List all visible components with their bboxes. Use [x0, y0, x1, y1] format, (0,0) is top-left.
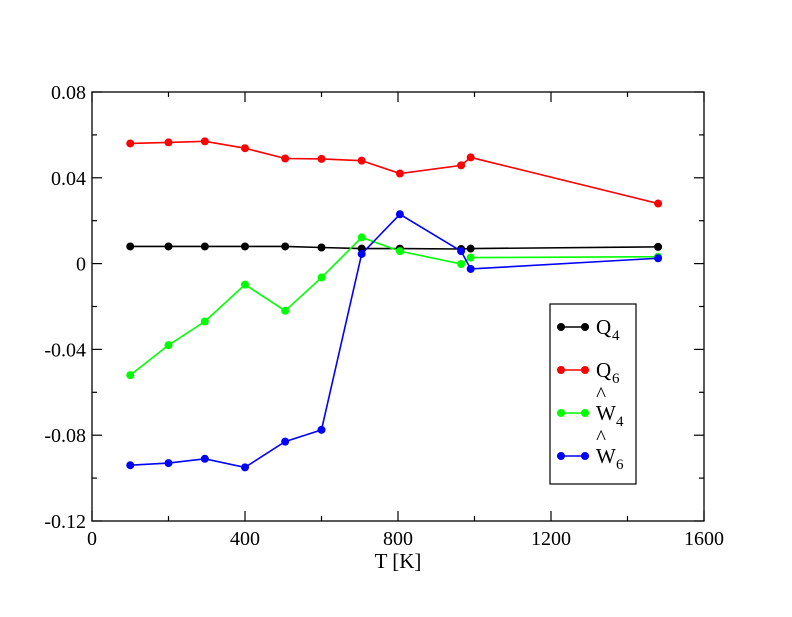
data-point	[457, 260, 466, 269]
x-axis-label: T [K]	[375, 549, 422, 573]
data-point	[200, 242, 209, 251]
data-point	[466, 253, 475, 262]
data-point	[466, 153, 475, 162]
x-tick-label: 800	[383, 528, 413, 550]
data-point	[317, 243, 326, 252]
legend-subscript: 4	[616, 414, 624, 430]
series-group	[126, 137, 663, 472]
x-tick-label: 1600	[684, 528, 724, 550]
data-point	[654, 254, 663, 263]
y-tick-label: 0.04	[51, 168, 86, 190]
data-point	[164, 459, 173, 468]
data-point	[357, 233, 366, 242]
data-point	[654, 242, 663, 251]
legend-marker	[581, 366, 589, 374]
legend-marker	[557, 366, 565, 374]
y-tick-label: -0.08	[44, 425, 86, 447]
legend-item: ^W 6	[557, 425, 624, 473]
x-tick-label: 0	[87, 528, 97, 550]
data-point	[457, 247, 466, 256]
data-point	[466, 264, 475, 273]
legend-marker	[581, 323, 589, 331]
data-point	[241, 280, 249, 289]
data-point	[281, 306, 290, 315]
data-point	[241, 463, 249, 472]
data-point	[281, 437, 290, 446]
data-point	[281, 154, 290, 163]
data-point	[164, 242, 173, 251]
series-q6	[126, 137, 663, 208]
legend-marker	[557, 452, 565, 460]
legend-subscript: 6	[612, 371, 620, 387]
legend-label: Q	[596, 315, 611, 339]
legend-hat: ^	[596, 382, 606, 406]
data-point	[126, 461, 135, 470]
data-point	[200, 454, 209, 463]
series-w4-hat	[126, 233, 663, 380]
data-point	[466, 244, 475, 253]
data-point	[317, 273, 326, 282]
data-point	[395, 247, 404, 256]
legend-label: Q	[596, 358, 611, 382]
data-point	[654, 199, 663, 208]
legend-marker	[581, 452, 589, 460]
data-point	[317, 425, 326, 434]
data-point	[395, 210, 404, 219]
x-tick-label: 1200	[531, 528, 571, 550]
data-point	[126, 371, 135, 380]
data-point	[317, 154, 326, 163]
data-point	[357, 249, 366, 258]
series-q4	[126, 242, 663, 254]
data-point	[241, 242, 249, 251]
series-w6-hat	[126, 210, 663, 472]
legend-label: W	[596, 444, 616, 468]
y-tick-label: -0.04	[44, 339, 86, 361]
data-point	[395, 169, 404, 178]
data-point	[200, 137, 209, 146]
legend: Q 4Q 6^W 4^W 6	[549, 303, 637, 485]
legend-subscript: 4	[612, 328, 620, 344]
legend-subscript: 6	[616, 457, 624, 473]
legend-marker	[557, 323, 565, 331]
data-point	[457, 161, 466, 170]
y-tick-label: -0.12	[44, 511, 86, 533]
y-tick-label: 0.08	[51, 82, 86, 104]
data-point	[164, 138, 173, 147]
series-line	[130, 140, 659, 205]
tick-labels: 0 400 800 1200 1600 -0.12 -0.08 -0.04 0 0.04 0.08	[44, 82, 724, 550]
legend-marker	[581, 409, 589, 417]
legend-item: ^W 4	[557, 382, 624, 430]
legend-label: W	[596, 401, 616, 425]
y-tick-label: 0	[76, 254, 86, 276]
plot-area-frame	[91, 91, 705, 522]
data-point	[126, 139, 135, 148]
data-point	[126, 242, 135, 251]
x-tick-label: 400	[230, 528, 260, 550]
legend-hat: ^	[596, 425, 606, 449]
data-point	[200, 317, 209, 326]
data-point	[281, 242, 290, 251]
legend-box	[549, 303, 637, 485]
data-point	[357, 156, 366, 165]
data-point	[164, 341, 173, 350]
legend-marker	[557, 409, 565, 417]
data-point	[241, 144, 249, 153]
